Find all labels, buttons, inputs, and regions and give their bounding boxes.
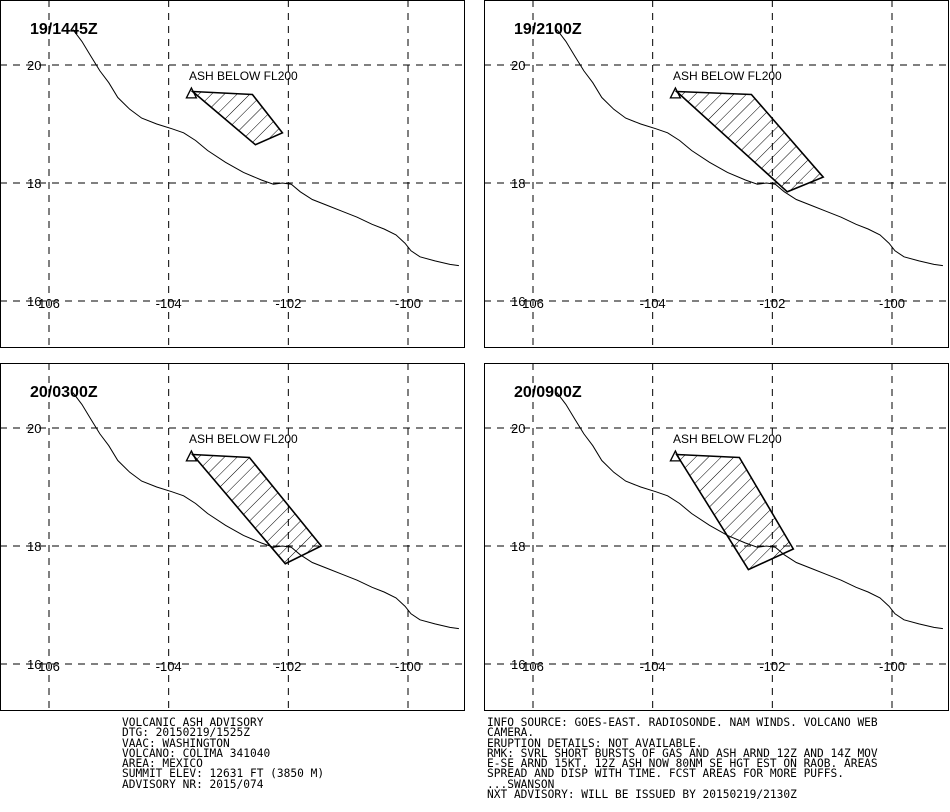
latitude-label: 16 xyxy=(27,294,41,309)
ash-cloud-polygon xyxy=(675,453,795,571)
advisory-line: RMK: SVRL SHORT BURSTS OF GAS AND ASH AR… xyxy=(487,746,878,760)
forecast-time-label: 20/0300Z xyxy=(30,384,98,401)
longitude-label: -102 xyxy=(275,659,301,674)
panel-frame xyxy=(0,0,465,348)
latitude-label: 18 xyxy=(27,176,41,191)
latitude-label: 18 xyxy=(511,539,525,554)
advisory-line: ERUPTION DETAILS: NOT AVAILABLE. xyxy=(487,736,703,750)
volcano-triangle-icon xyxy=(185,449,198,462)
ash-level-label: ASH BELOW FL200 xyxy=(189,432,298,446)
advisory-line: SPREAD AND DISP WITH TIME. FCST AREAS FO… xyxy=(487,767,844,781)
latitude-label: 16 xyxy=(511,294,525,309)
longitude-label: 106 xyxy=(522,659,544,674)
ash-level-label: ASH BELOW FL200 xyxy=(673,69,782,83)
map-panel-4: 20 18 16 106 -104 -102 -100 20/0900Z ASH BELOW F… xyxy=(484,363,949,711)
panel-frame xyxy=(484,0,949,348)
longitude-label: -100 xyxy=(879,659,905,674)
map-panel-2: 20 18 16 106 -104 -102 -100 19/2100Z ASH BELOW F… xyxy=(484,0,949,348)
ash-cloud-polygon xyxy=(190,453,323,565)
coastline xyxy=(556,29,943,267)
longitude-label: -102 xyxy=(759,296,785,311)
advisory-line: NXT ADVISORY: WILL BE ISSUED BY 20150219… xyxy=(487,788,797,802)
latitude-label: 18 xyxy=(27,539,41,554)
longitude-label: -100 xyxy=(395,659,421,674)
advisory-line: AREA: MEXICO xyxy=(122,757,203,771)
latitude-label: 20 xyxy=(27,58,41,73)
advisory-line: VOLCANO: COLIMA 341040 xyxy=(122,746,271,760)
longitude-label: -100 xyxy=(879,296,905,311)
forecast-time-label: 19/2100Z xyxy=(514,21,582,38)
advisory-line: VAAC: WASHINGTON xyxy=(122,736,230,750)
map-panel-1: 20 18 16 106 -104 -102 -100 19/1445Z ASH BELOW F… xyxy=(0,0,465,348)
longitude-label: 106 xyxy=(38,296,60,311)
longitude-label: -102 xyxy=(759,659,785,674)
latitude-label: 16 xyxy=(511,657,525,672)
panel-frame xyxy=(484,363,949,711)
advisory-line: CAMERA. xyxy=(487,726,535,740)
latitude-label: 20 xyxy=(511,421,525,436)
advisory-line: E-SE ARND 15KT. 12Z ASH NOW 80NM SE HGT … xyxy=(487,757,878,771)
coastline xyxy=(72,29,459,267)
advisory-header-text: VOLCANIC ASH ADVISORY DTG: 20150219/1525Z… xyxy=(122,716,325,791)
latitude-label: 20 xyxy=(27,421,41,436)
volcano-triangle-icon xyxy=(669,449,682,462)
advisory-line: ADVISORY NR: 2015/074 xyxy=(122,777,264,791)
advisory-line: VOLCANIC ASH ADVISORY xyxy=(122,716,264,729)
ash-cloud-polygon xyxy=(190,90,284,146)
longitude-label: -104 xyxy=(640,659,666,674)
advisory-line: SUMMIT ELEV: 12631 FT (3850 M) xyxy=(122,767,325,781)
longitude-label: 106 xyxy=(38,659,60,674)
advisory-line: DTG: 20150219/1525Z xyxy=(122,726,250,740)
longitude-label: -104 xyxy=(156,659,182,674)
longitude-label: 106 xyxy=(522,296,544,311)
ash-level-label: ASH BELOW FL200 xyxy=(673,432,782,446)
forecast-time-label: 19/1445Z xyxy=(30,21,98,38)
latitude-label: 16 xyxy=(27,657,41,672)
map-panel-3: 20 18 16 106 -104 -102 -100 20/0300Z ASH BELOW F… xyxy=(0,363,465,711)
longitude-label: -104 xyxy=(156,296,182,311)
longitude-label: -102 xyxy=(275,296,301,311)
volcano-triangle-icon xyxy=(185,86,198,99)
advisory-line: INFO SOURCE: GOES-EAST. RADIOSONDE. NAM … xyxy=(487,716,878,729)
panel-frame xyxy=(0,363,465,711)
longitude-label: -100 xyxy=(395,296,421,311)
advisory-remarks-text: INFO SOURCE: GOES-EAST. RADIOSONDE. NAM … xyxy=(487,716,878,802)
latitude-label: 18 xyxy=(511,176,525,191)
volcano-triangle-icon xyxy=(669,86,682,99)
longitude-label: -104 xyxy=(640,296,666,311)
advisory-line: ...SWANSON xyxy=(487,777,555,791)
ash-level-label: ASH BELOW FL200 xyxy=(189,69,298,83)
latitude-label: 20 xyxy=(511,58,525,73)
forecast-time-label: 20/0900Z xyxy=(514,384,582,401)
ash-cloud-polygon xyxy=(674,90,825,193)
